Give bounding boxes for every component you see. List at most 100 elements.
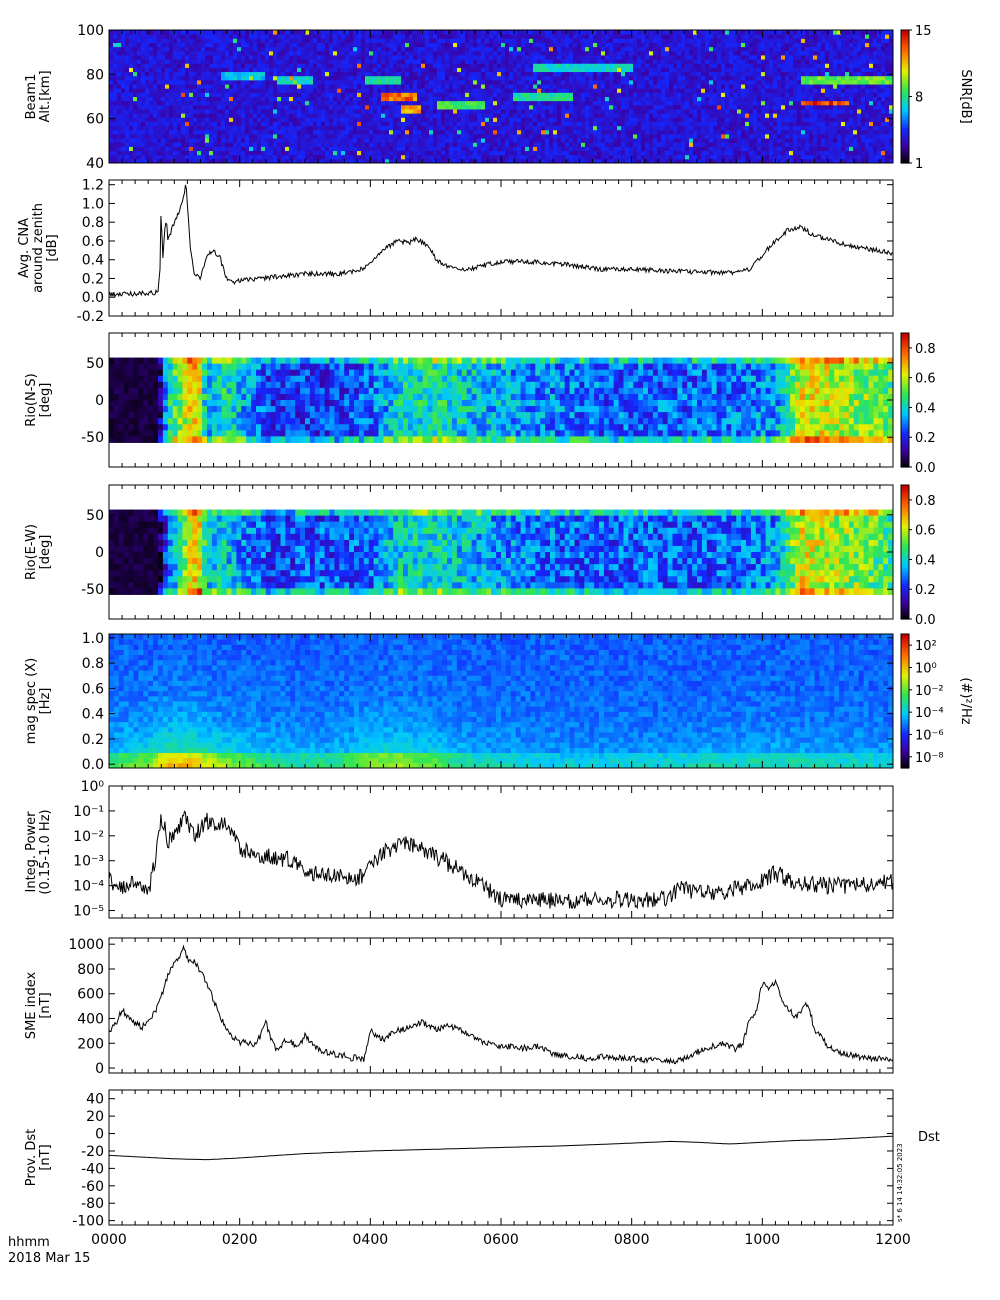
heat-cell [349,67,354,73]
heat-cell [113,79,118,85]
heat-cell [357,125,362,131]
heat-cell [681,75,686,81]
heat-cell [277,92,282,97]
heat-cell [437,79,442,85]
heat-cell [477,138,482,143]
heat-cell [521,75,526,81]
heat-cell [377,113,382,118]
heat-cell [497,63,502,68]
heat-cell [185,67,190,73]
heat-cell [217,121,222,127]
heat-cell [441,34,446,39]
heat-cell [377,138,382,143]
heat-cell [301,54,306,60]
heat-cell [713,96,718,102]
heat-cell [609,154,614,160]
heat-cell [305,129,310,135]
heat-cell [153,46,158,52]
heat-cell [717,133,722,139]
heat-cell [729,67,734,73]
heat-cell [281,108,286,114]
heat-cell [369,154,374,160]
heat-cell [493,121,498,127]
heat-cell [145,84,150,89]
heat-cell [481,129,486,135]
heat-cell [621,104,626,110]
heat-cell [545,92,550,97]
heat-cell [385,100,390,106]
heat-cell [657,92,662,97]
heat-cell [569,50,574,56]
heat-cell [645,104,650,110]
heat-cell [457,113,462,118]
heat-cell [213,34,218,39]
heat-cell [537,146,542,152]
heat-cell [189,88,194,93]
heat-cell [153,67,158,73]
heat-cell [381,34,386,39]
heat-cell [233,59,238,64]
heat-cell [697,125,702,131]
heat-cell [557,142,562,147]
heat-cell [253,108,258,114]
heat-cell [705,54,710,60]
heat-cell [265,129,270,135]
heat-cell [277,54,282,60]
heat-cell [681,63,686,68]
heat-cell [153,113,158,118]
heat-cell [437,96,442,102]
heat-cell [325,75,330,81]
heat-cell [321,129,326,135]
heat-cell [593,67,598,73]
heat-cell [117,30,122,35]
heat-cell [385,158,390,164]
heat-cell [661,100,666,106]
heat-cell [625,75,630,81]
heat-cell [681,125,686,131]
heat-cell [189,158,194,164]
heat-cell [489,113,494,118]
heat-cell [205,75,210,81]
heat-cell [433,138,438,143]
heat-cell [657,30,662,35]
heat-cell [673,113,678,118]
heat-cell [629,75,634,81]
heat-cell [361,88,366,93]
heat-cell [249,46,254,52]
heat-cell [417,154,422,160]
heat-cell [161,133,166,139]
heat-cell [645,125,650,131]
heat-cell [157,54,162,60]
heat-cell [541,150,546,156]
heat-cell [357,138,362,143]
heat-cell [129,79,134,85]
heat-cell [189,54,194,60]
heat-cell [485,42,490,48]
heat-cell [557,138,562,143]
heat-cell [249,38,254,43]
heat-cell [133,79,138,85]
heat-cell [505,50,510,56]
heat-cell [297,108,302,114]
heat-cell [141,92,146,97]
heat-cell [581,125,586,131]
heat-cell [261,150,266,156]
heat-cell [165,67,170,73]
heat-cell [725,104,730,110]
heat-cell [485,59,490,64]
heat-cell [621,46,626,52]
heat-cell [433,108,438,114]
heat-cell [217,67,222,73]
heat-cell [585,129,590,135]
heat-cell [265,54,270,60]
heat-cell [645,42,650,48]
heat-cell [413,117,418,122]
heat-cell [309,92,314,97]
heat-cell [349,42,354,48]
heat-cell [277,71,282,77]
heat-cell [237,100,242,106]
heat-cell [729,75,734,81]
heat-cell [285,117,290,122]
heat-cell [493,63,498,68]
heat-cell [557,75,562,81]
